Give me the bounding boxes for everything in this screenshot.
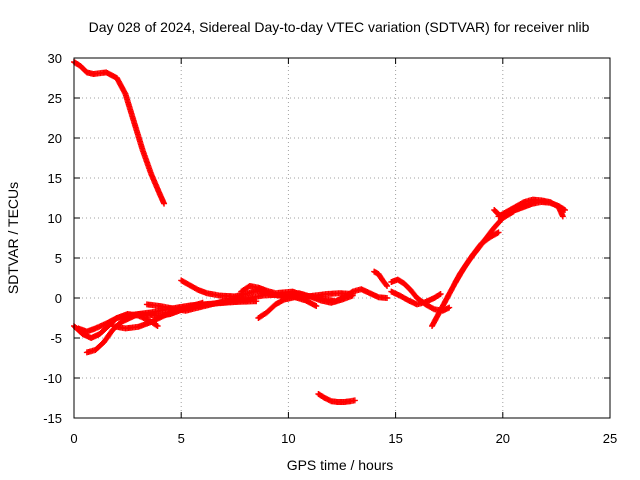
series-arc-14 [429,208,517,329]
series-arc-10 [371,268,391,289]
data-point [559,213,566,220]
y-tick-label: 15 [48,171,62,186]
data-point [153,322,160,329]
data-point [313,303,320,309]
y-tick-label: 0 [55,291,62,306]
x-tick-label: 20 [496,431,510,446]
y-tick-label: 20 [48,131,62,146]
data-point [446,304,453,311]
x-tick-label: 15 [388,431,402,446]
data-point [384,295,391,301]
x-tick-label: 5 [178,431,185,446]
series-arc-9 [255,294,320,321]
y-tick-label: -10 [43,371,62,386]
data-point [154,323,161,329]
data-point [253,298,260,305]
data-point [161,200,168,207]
y-tick-label: -15 [43,411,62,426]
grid [74,58,610,418]
y-tick-label: 5 [55,251,62,266]
series-arc-16 [495,196,566,220]
x-tick-label: 25 [603,431,617,446]
data-point [383,281,390,288]
plot-frame [73,57,611,419]
x-tick-label: 0 [70,431,77,446]
series-arc-13 [388,288,444,308]
x-axis-title: GPS time / hours [287,457,394,473]
data-series [71,59,568,405]
data-point [437,291,444,297]
series-arc-8 [238,283,391,305]
x-tick-label: 10 [281,431,295,446]
data-point [351,397,358,404]
series-arc-17 [452,229,502,285]
y-axis-title: SDTVAR / TECUs [5,182,21,294]
series-arc-1 [71,59,168,207]
series-arc-4 [75,299,206,335]
series-arc-11 [315,391,358,405]
y-tick-label: 30 [48,51,62,66]
y-tick-label: 25 [48,91,62,106]
y-tick-label: 10 [48,211,62,226]
y-tick-label: -5 [50,331,62,346]
data-point [384,283,391,289]
data-point [495,229,502,236]
chart-title: Day 028 of 2024, Sidereal Day-to-day VTE… [89,19,590,35]
